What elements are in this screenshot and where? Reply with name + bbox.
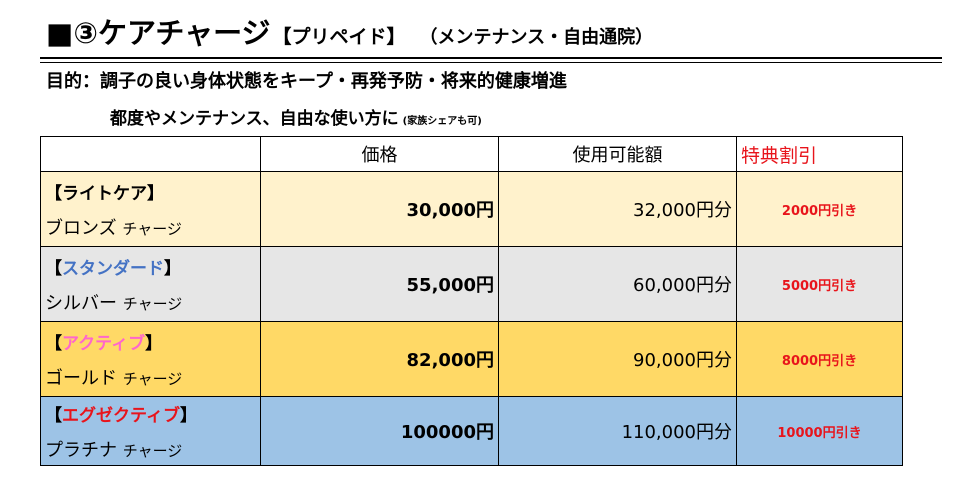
usable-cell: 110,000円分 <box>498 396 737 466</box>
table-row: 【エグゼクティブ】 プラチナ チャージ 100000円 110,000円分 10… <box>40 396 903 466</box>
table-header-row: 価格 使用可能額 特典割引 <box>40 136 903 172</box>
bracket-open: 【 <box>45 183 62 204</box>
usable-cell: 90,000円分 <box>498 321 737 397</box>
charge-label: チャージ <box>122 369 183 388</box>
header-usable: 使用可能額 <box>498 136 737 172</box>
table-row: 【アクティブ】 ゴールド チャージ 82,000円 90,000円分 8000円… <box>40 321 903 397</box>
title-tag: 【プリペイド】 <box>272 26 406 48</box>
charge-label: チャージ <box>122 294 183 313</box>
header-price: 価格 <box>260 136 499 172</box>
plan-name-cell: 【エグゼクティブ】 プラチナ チャージ <box>40 396 261 466</box>
tier-label: 【エグゼクティブ】 <box>45 401 260 426</box>
usage-line: 都度やメンテナンス、自由な使い方に (家族シェアも可) <box>110 104 482 129</box>
perk-cell: 5000円引き <box>736 246 903 322</box>
tier-label: 【ライトケア】 <box>45 179 260 204</box>
header-empty <box>40 136 261 172</box>
tier-name: ライトケア <box>62 183 147 204</box>
bracket-close: 】 <box>145 333 163 354</box>
plan-name: プラチナ <box>45 439 117 461</box>
plan-name: シルバー <box>45 292 117 314</box>
bracket-close: 】 <box>179 405 197 426</box>
perk-cell: 8000円引き <box>736 321 903 397</box>
bracket-open: 【 <box>45 258 62 279</box>
tier-name: エグゼクティブ <box>62 405 180 426</box>
plan-label: ブロンズ チャージ <box>45 214 260 240</box>
price-cell: 100000円 <box>260 396 499 466</box>
usable-cell: 60,000円分 <box>498 246 737 322</box>
bracket-open: 【 <box>45 405 62 426</box>
plan-name: ゴールド <box>45 367 117 389</box>
usage-note: (家族シェアも可) <box>402 116 482 127</box>
plan-name-cell: 【アクティブ】 ゴールド チャージ <box>40 321 261 397</box>
perk-cell: 10000円引き <box>736 396 903 466</box>
title-subtitle: （メンテナンス・自由通院） <box>419 27 654 48</box>
title-rule-thick <box>40 57 942 59</box>
tier-label: 【アクティブ】 <box>45 329 260 354</box>
plan-name: ブロンズ <box>45 217 117 239</box>
usage-text: 都度やメンテナンス、自由な使い方に <box>110 109 399 129</box>
table-row: 【スタンダード】 シルバー チャージ 55,000円 60,000円分 5000… <box>40 246 903 322</box>
price-cell: 82,000円 <box>260 321 499 397</box>
page-title: ■③ケアチャージ 【プリペイド】 （メンテナンス・自由通院） <box>46 10 653 54</box>
usable-cell: 32,000円分 <box>498 171 737 247</box>
plan-label: プラチナ チャージ <box>45 436 260 462</box>
plan-name-cell: 【スタンダード】 シルバー チャージ <box>40 246 261 322</box>
charge-label: チャージ <box>122 441 183 460</box>
perk-cell: 2000円引き <box>736 171 903 247</box>
header-perk: 特典割引 <box>736 136 903 172</box>
plan-label: シルバー チャージ <box>45 289 260 315</box>
bracket-open: 【 <box>45 333 62 354</box>
price-cell: 30,000円 <box>260 171 499 247</box>
tier-label: 【スタンダード】 <box>45 254 260 279</box>
title-rule-thin <box>40 62 942 63</box>
purpose-text: 目的：調子の良い身体状態をキープ・再発予防・将来的健康増進 <box>46 71 567 92</box>
price-cell: 55,000円 <box>260 246 499 322</box>
charge-label: チャージ <box>122 219 182 238</box>
bracket-close: 】 <box>147 183 164 204</box>
table-row: 【ライトケア】 ブロンズ チャージ 30,000円 32,000円分 2000円… <box>40 171 903 247</box>
tier-name: スタンダード <box>62 258 164 279</box>
plan-name-cell: 【ライトケア】 ブロンズ チャージ <box>40 171 261 247</box>
plan-label: ゴールド チャージ <box>45 364 260 390</box>
price-table: 価格 使用可能額 特典割引 【ライトケア】 ブロンズ チャージ 30,000円 … <box>40 136 903 466</box>
bracket-close: 】 <box>164 258 181 279</box>
title-main: ■③ケアチャージ <box>46 16 271 50</box>
tier-name: アクティブ <box>62 333 146 354</box>
